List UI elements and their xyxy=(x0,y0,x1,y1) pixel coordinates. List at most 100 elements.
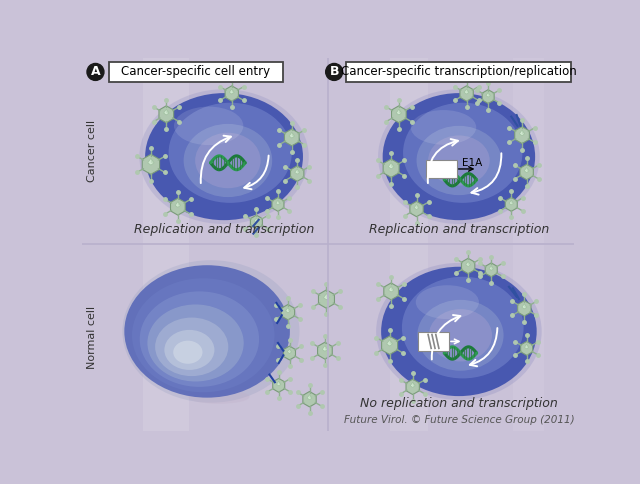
Ellipse shape xyxy=(195,133,260,188)
Ellipse shape xyxy=(417,126,501,195)
Text: Cancer-specific cell entry: Cancer-specific cell entry xyxy=(121,65,270,78)
Text: E1A: E1A xyxy=(462,158,482,168)
Polygon shape xyxy=(325,346,328,349)
Polygon shape xyxy=(390,340,392,344)
Polygon shape xyxy=(391,287,394,290)
Ellipse shape xyxy=(429,309,492,362)
Polygon shape xyxy=(521,341,532,355)
Polygon shape xyxy=(524,344,529,349)
Polygon shape xyxy=(324,293,330,300)
Polygon shape xyxy=(273,378,285,392)
Polygon shape xyxy=(303,392,316,407)
Circle shape xyxy=(87,63,104,80)
Polygon shape xyxy=(284,346,296,360)
Polygon shape xyxy=(406,379,419,394)
Polygon shape xyxy=(524,167,529,173)
Polygon shape xyxy=(170,198,185,215)
Polygon shape xyxy=(319,290,335,308)
Polygon shape xyxy=(229,89,234,94)
Ellipse shape xyxy=(188,390,250,404)
FancyBboxPatch shape xyxy=(418,332,449,351)
Polygon shape xyxy=(468,261,470,265)
Text: A: A xyxy=(91,65,100,78)
Polygon shape xyxy=(522,304,527,309)
Ellipse shape xyxy=(124,265,290,398)
Ellipse shape xyxy=(184,124,272,197)
Polygon shape xyxy=(410,201,423,217)
Polygon shape xyxy=(466,261,470,267)
Ellipse shape xyxy=(381,267,537,396)
Polygon shape xyxy=(410,382,415,388)
Polygon shape xyxy=(272,197,284,212)
Polygon shape xyxy=(492,266,493,269)
Polygon shape xyxy=(486,92,490,97)
Circle shape xyxy=(326,63,342,80)
Polygon shape xyxy=(310,394,312,398)
Polygon shape xyxy=(461,258,475,273)
Ellipse shape xyxy=(132,278,275,392)
Polygon shape xyxy=(488,92,490,95)
Polygon shape xyxy=(388,287,394,292)
Polygon shape xyxy=(148,158,154,165)
Ellipse shape xyxy=(173,341,202,364)
Polygon shape xyxy=(482,90,494,104)
Ellipse shape xyxy=(402,277,524,378)
Polygon shape xyxy=(460,86,473,101)
Text: Replication and transcription: Replication and transcription xyxy=(134,223,314,236)
Ellipse shape xyxy=(155,318,228,376)
Text: Replication and transcription: Replication and transcription xyxy=(369,223,549,236)
Polygon shape xyxy=(289,349,292,352)
Bar xyxy=(143,58,189,431)
Polygon shape xyxy=(524,304,527,307)
Polygon shape xyxy=(396,109,401,115)
Ellipse shape xyxy=(147,304,244,381)
Polygon shape xyxy=(414,204,419,210)
Polygon shape xyxy=(388,163,394,169)
Ellipse shape xyxy=(378,89,540,224)
Polygon shape xyxy=(285,307,291,313)
Polygon shape xyxy=(142,154,159,174)
Polygon shape xyxy=(392,106,406,123)
Polygon shape xyxy=(509,200,513,205)
Polygon shape xyxy=(515,127,529,144)
Ellipse shape xyxy=(164,330,214,370)
Bar xyxy=(390,58,428,431)
Polygon shape xyxy=(464,89,469,94)
FancyBboxPatch shape xyxy=(346,62,572,82)
Polygon shape xyxy=(381,336,397,354)
Polygon shape xyxy=(232,89,234,92)
FancyBboxPatch shape xyxy=(426,160,456,178)
Polygon shape xyxy=(520,165,533,180)
Polygon shape xyxy=(384,283,399,300)
Ellipse shape xyxy=(174,106,243,145)
Ellipse shape xyxy=(140,291,259,387)
Polygon shape xyxy=(295,169,300,174)
Ellipse shape xyxy=(122,260,300,403)
Ellipse shape xyxy=(411,110,476,145)
Ellipse shape xyxy=(376,263,541,400)
Polygon shape xyxy=(323,346,328,351)
Polygon shape xyxy=(291,166,304,182)
Polygon shape xyxy=(276,200,280,205)
Polygon shape xyxy=(166,109,169,113)
Polygon shape xyxy=(278,200,280,203)
Polygon shape xyxy=(485,263,497,277)
Polygon shape xyxy=(527,167,529,171)
Polygon shape xyxy=(326,293,330,298)
Polygon shape xyxy=(527,344,529,348)
Text: Future Virol. © Future Science Group (2011): Future Virol. © Future Science Group (20… xyxy=(344,415,574,425)
Polygon shape xyxy=(282,304,294,320)
Text: Cancer cell: Cancer cell xyxy=(86,120,97,182)
Polygon shape xyxy=(413,382,415,386)
Polygon shape xyxy=(307,394,312,400)
Text: Normal cell: Normal cell xyxy=(86,306,97,369)
Polygon shape xyxy=(254,218,259,223)
Ellipse shape xyxy=(403,103,522,203)
Ellipse shape xyxy=(416,285,479,319)
Polygon shape xyxy=(399,109,401,113)
Ellipse shape xyxy=(383,93,535,220)
Polygon shape xyxy=(489,266,493,271)
FancyBboxPatch shape xyxy=(109,62,284,82)
Text: Cancer-specific transcription/replication: Cancer-specific transcription/replicatio… xyxy=(341,65,577,78)
Polygon shape xyxy=(383,159,399,178)
